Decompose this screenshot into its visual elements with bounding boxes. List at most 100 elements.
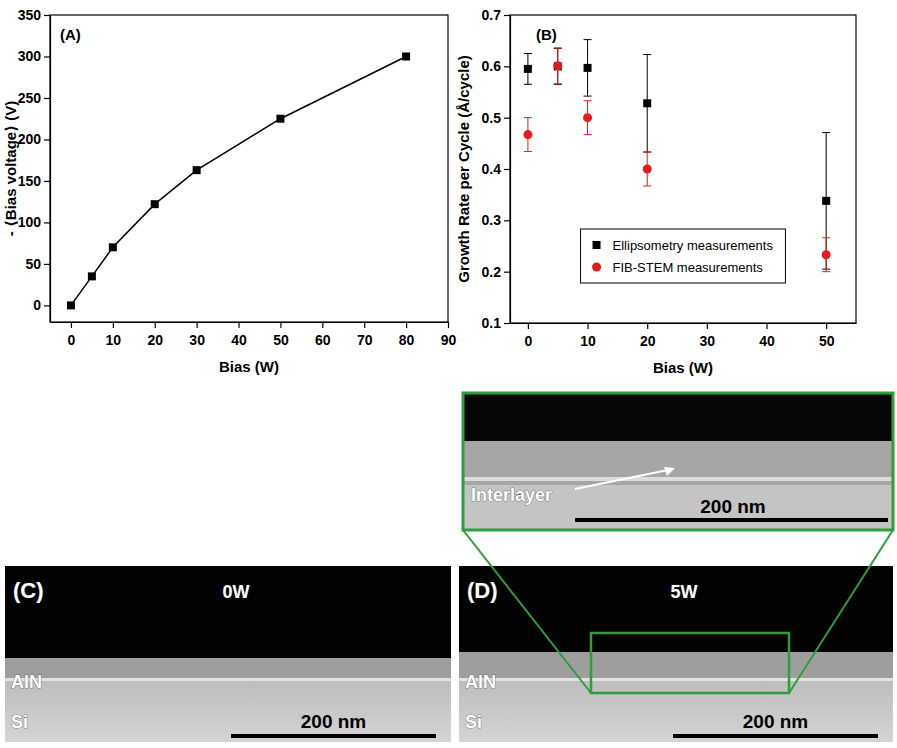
- data-line: [71, 56, 406, 305]
- panel-1: 010203040500.10.20.30.40.50.60.7Bias (W)…: [455, 7, 857, 376]
- x-tick-label: 70: [357, 332, 373, 348]
- inset-substrate: [463, 485, 893, 530]
- x-tick-label: 50: [273, 332, 289, 348]
- x-axis: 01020304050: [511, 323, 857, 349]
- x-tick-label: 40: [759, 333, 775, 349]
- zoom-connector: [463, 530, 591, 693]
- panel-label: (C): [13, 578, 44, 603]
- x-tick-label: 30: [189, 332, 205, 348]
- y-tick-mark: [504, 66, 510, 67]
- legend-marker: [593, 241, 601, 249]
- inset: Interlayer200 nm: [463, 393, 893, 530]
- scale-bar-label: 200 nm: [743, 711, 808, 732]
- error-bar-cap: [554, 83, 562, 84]
- y-tick-mark: [504, 323, 510, 324]
- data-point: [193, 166, 201, 174]
- error-bar-cap: [524, 151, 532, 152]
- error-bar-cap: [643, 152, 651, 153]
- y-tick-label: 50: [25, 256, 41, 272]
- aln-film: [5, 658, 451, 680]
- y-tick-mark: [44, 264, 50, 265]
- x-tick: 0: [524, 323, 532, 349]
- x-axis: 0102030405060708090: [51, 322, 457, 348]
- x-tick-mark: [364, 322, 365, 328]
- scale-bar-label: 200 nm: [301, 711, 366, 732]
- x-tick-mark: [647, 323, 648, 329]
- x-axis-line: [51, 322, 449, 323]
- y-tick-mark: [504, 15, 510, 16]
- x-tick-mark: [707, 323, 708, 329]
- x-tick: 70: [357, 322, 373, 348]
- y-tick-mark: [504, 272, 510, 273]
- x-tick-mark: [71, 322, 72, 328]
- y-tick-label: 0.1: [482, 315, 502, 331]
- y-tick: 0.5: [482, 110, 510, 126]
- si-substrate: [459, 680, 893, 742]
- x-tick-mark: [528, 323, 529, 329]
- legend-marker: [592, 263, 601, 272]
- x-tick-mark: [197, 322, 198, 328]
- x-tick: 10: [580, 323, 596, 349]
- y-axis: 050100150200250300350: [18, 7, 51, 323]
- y-tick-label: 150: [18, 173, 42, 189]
- panel-0: 0102030405060708090050100150200250300350…: [2, 7, 456, 375]
- x-tick-mark: [448, 322, 449, 328]
- data-point: [584, 64, 592, 72]
- y-axis-title: Growth Rate per Cycle (Å/cycle): [455, 55, 472, 283]
- error-bar-cap: [822, 237, 830, 238]
- x-tick-label: 60: [315, 332, 331, 348]
- x-tick-label: 90: [441, 332, 457, 348]
- error-bar-cap: [584, 134, 592, 135]
- image-title: 0W: [223, 582, 250, 602]
- error-bar-cap: [584, 39, 592, 40]
- y-tick-label: 300: [18, 48, 42, 64]
- data-point: [643, 165, 652, 174]
- error-bar: [554, 48, 562, 84]
- x-tick-label: 50: [819, 333, 835, 349]
- error-bar: [643, 55, 651, 153]
- x-tick-label: 0: [68, 332, 76, 348]
- data-point: [88, 272, 96, 280]
- y-tick-label: 0.5: [482, 110, 502, 126]
- layer-label: Si: [11, 712, 28, 732]
- y-tick-label: 350: [18, 7, 42, 23]
- layer-label: AlN: [465, 672, 496, 692]
- error-bar-cap: [554, 84, 562, 85]
- panel-label: (A): [60, 26, 81, 43]
- x-tick: 50: [819, 323, 835, 349]
- micrograph-1: (D)5WAlNSi200 nm: [459, 566, 893, 742]
- x-tick-mark: [238, 322, 239, 328]
- error-bar-cap: [524, 117, 532, 118]
- y-axis-title: - ⟨Bias voltage⟩ (V): [2, 101, 19, 236]
- y-tick-label: 200: [18, 131, 42, 147]
- interface: [459, 678, 893, 681]
- x-tick: 80: [399, 322, 415, 348]
- inset-film: [463, 441, 893, 530]
- y-tick: 0: [33, 297, 50, 313]
- data-point: [553, 61, 562, 70]
- data-point: [151, 200, 159, 208]
- error-bar-cap: [643, 185, 651, 186]
- error-bar-cap: [524, 53, 532, 54]
- data-point: [109, 243, 117, 251]
- zoom-connector: [789, 530, 893, 693]
- y-tick-label: 0.7: [482, 7, 502, 23]
- data-point: [822, 250, 831, 259]
- x-tick: 40: [231, 322, 247, 348]
- x-tick-label: 40: [231, 332, 247, 348]
- error-bar-cap: [822, 132, 830, 133]
- x-axis-title: Bias (W): [653, 359, 713, 376]
- data-point: [523, 130, 532, 139]
- error-bar: [524, 118, 532, 152]
- x-tick-mark: [766, 323, 767, 329]
- legend-label: FIB-STEM measurements: [613, 260, 764, 275]
- x-tick-label: 20: [640, 333, 656, 349]
- y-tick-mark: [44, 15, 50, 16]
- y-tick-mark: [44, 181, 50, 182]
- error-bar-cap: [524, 84, 532, 85]
- scale-bar: [673, 734, 878, 738]
- y-tick: 150: [18, 173, 50, 189]
- layer-label: Si: [465, 712, 482, 732]
- y-axis: 0.10.20.30.40.50.60.7: [482, 7, 511, 331]
- error-bar-cap: [822, 271, 830, 272]
